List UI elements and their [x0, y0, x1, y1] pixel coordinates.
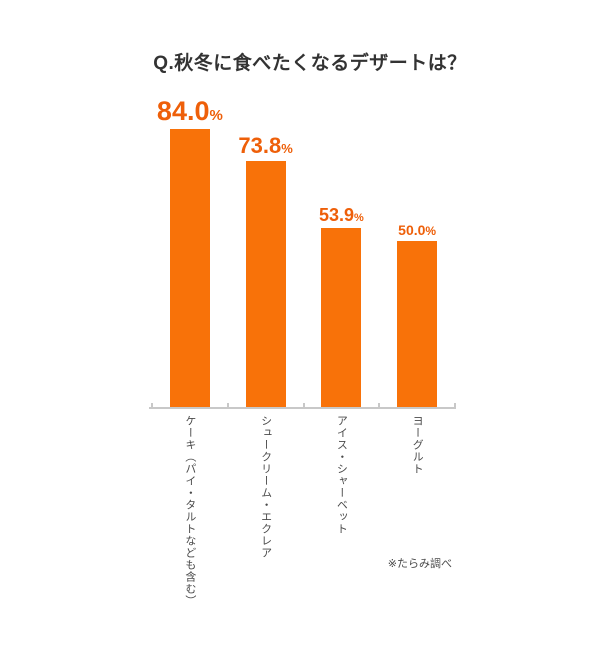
axis-tick — [378, 403, 381, 407]
bar — [169, 129, 210, 408]
bar-slot: 50.0% — [379, 98, 455, 408]
value-label: 84.0% — [157, 98, 223, 125]
axis-tick — [151, 403, 153, 407]
axis-tick — [226, 403, 229, 407]
value-number: 73.8 — [238, 133, 282, 158]
x-axis-line — [149, 403, 456, 409]
category-label: ケーキ（パイ・タルトなども含む） — [183, 415, 196, 607]
value-number: 84.0 — [156, 96, 210, 126]
value-unit: % — [281, 141, 293, 156]
axis-tick — [302, 403, 305, 407]
value-label: 50.0% — [398, 223, 436, 237]
category-slot: ケーキ（パイ・タルトなども含む） — [152, 415, 228, 615]
value-unit: % — [354, 212, 364, 224]
bar-slot: 53.9% — [304, 98, 380, 408]
bar-slot: 73.8% — [228, 98, 304, 408]
value-number: 50.0 — [398, 222, 426, 238]
value-label: 73.8% — [238, 135, 292, 157]
category-slot: ヨーグルト — [379, 415, 455, 615]
category-label: アイス・シャーベット — [335, 415, 348, 535]
category-slot: アイス・シャーベット — [304, 415, 380, 615]
value-number: 53.9 — [318, 205, 354, 225]
bars-area: 84.0% 73.8% 53.9% 50.0% — [152, 98, 455, 408]
value-unit: % — [425, 224, 437, 238]
category-label: ヨーグルト — [411, 415, 424, 475]
bar — [397, 241, 438, 408]
source-note: ※たらみ調べ — [387, 558, 452, 570]
chart-title: Q.秋冬に食べたくなるデザートは？ — [153, 53, 467, 74]
bar — [321, 228, 362, 408]
category-slot: シュークリーム・エクレア — [228, 415, 304, 615]
category-labels: ケーキ（パイ・タルトなども含む） シュークリーム・エクレア アイス・シャーベット ヨー… — [152, 415, 455, 615]
value-label: 53.9% — [319, 206, 364, 224]
axis-tick — [454, 403, 456, 407]
bar — [245, 161, 286, 408]
bar-slot: 84.0% — [152, 98, 228, 408]
category-label: シュークリーム・エクレア — [259, 415, 272, 559]
value-unit: % — [209, 107, 223, 124]
